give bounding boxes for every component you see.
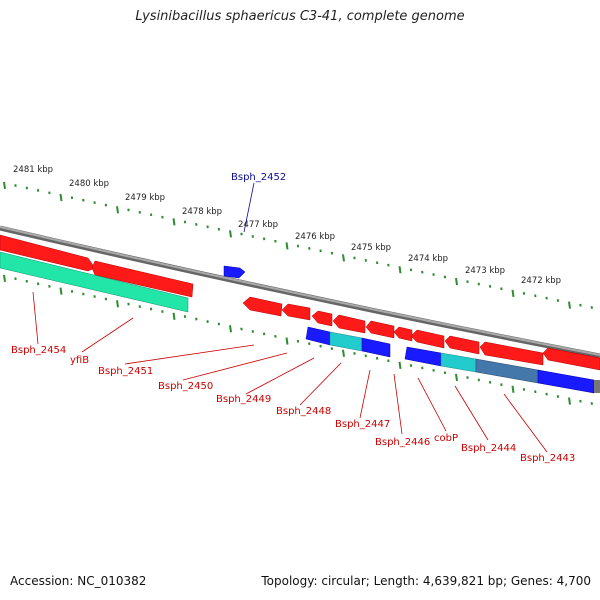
- label-bsph-2449[interactable]: Bsph_2449: [216, 394, 271, 405]
- leader-bsph-2450: [182, 352, 288, 381]
- gene-bsph-2451[interactable]: [242, 296, 283, 317]
- label-yfib[interactable]: yfiB: [70, 355, 89, 366]
- inner-tick-ring: [3, 274, 593, 405]
- gene-bsph-2454[interactable]: [0, 234, 96, 272]
- gene-bsph-2450[interactable]: [281, 303, 311, 321]
- backbone-line: [0, 225, 600, 359]
- topology-text: Topology: circular; Length: 4,639,821 bp…: [261, 574, 591, 588]
- major-tick: [285, 337, 289, 345]
- kbp-label: 2481 kbp: [13, 165, 53, 175]
- major-tick: [116, 300, 119, 308]
- major-tick: [398, 361, 402, 370]
- major-tick: [342, 349, 345, 357]
- map-title: Lysinibacillus sphaericus C3-41, complet…: [135, 9, 465, 24]
- major-tick: [229, 325, 232, 333]
- label-bsph-2446[interactable]: Bsph_2446: [375, 437, 430, 448]
- major-tick: [568, 397, 571, 405]
- kbp-label: 2479 kbp: [125, 193, 165, 203]
- rna-gene-3[interactable]: [361, 337, 391, 358]
- gene-cobp[interactable]: [410, 329, 445, 349]
- kbp-label: 2472 kbp: [521, 276, 561, 286]
- label-bsph-2452[interactable]: Bsph_2452: [231, 172, 286, 183]
- label-bsph-2447[interactable]: Bsph_2447: [335, 419, 390, 430]
- gene-bsph-2448[interactable]: [332, 314, 366, 334]
- gene-right-edge[interactable]: [542, 347, 600, 371]
- leader-bsph-2446: [393, 373, 403, 435]
- major-tick: [172, 312, 176, 320]
- gene-bsph-2452[interactable]: [223, 265, 246, 279]
- leader-lines: [32, 182, 548, 453]
- major-tick: [116, 206, 119, 214]
- kbp-label: 2476 kbp: [295, 232, 335, 242]
- reverse-genes: [0, 234, 600, 394]
- label-bsph-2444[interactable]: Bsph_2444: [461, 443, 516, 454]
- label-bsph-2454[interactable]: Bsph_2454: [11, 345, 66, 356]
- leader-bsph-2449: [245, 357, 315, 395]
- rna-gene-7[interactable]: [537, 369, 595, 394]
- gene-yfib[interactable]: [91, 260, 194, 298]
- major-tick: [59, 193, 63, 202]
- kbp-label: 2475 kbp: [351, 243, 391, 253]
- gene-bsph-2447[interactable]: [365, 320, 395, 339]
- major-tick: [398, 266, 402, 274]
- label-bsph-2448[interactable]: Bsph_2448: [276, 406, 331, 417]
- rna-gene-5[interactable]: [440, 352, 477, 373]
- leader-yfib: [81, 317, 134, 353]
- rna-gene-1[interactable]: [305, 326, 331, 346]
- major-tick: [3, 181, 6, 190]
- rna-gene-8[interactable]: [594, 380, 600, 393]
- gene-bsph-2444[interactable]: [444, 335, 480, 355]
- kbp-label: 2477 kbp: [238, 220, 278, 230]
- major-tick: [511, 385, 515, 393]
- leader-bsph-2452: [243, 182, 255, 233]
- rna-gene-2[interactable]: [329, 331, 363, 352]
- gene-labels: Bsph_2452 Bsph_2454 yfiB Bsph_2451 Bsph_…: [11, 172, 575, 464]
- gene-bsph-2443[interactable]: [479, 341, 544, 366]
- major-tick: [172, 218, 176, 226]
- leader-bsph-2443: [503, 393, 548, 453]
- outer-tick-ring: [3, 181, 593, 309]
- kbp-label: 2474 kbp: [408, 254, 448, 264]
- major-tick: [59, 287, 63, 295]
- major-tick: [455, 277, 458, 286]
- leader-cobp: [417, 377, 447, 432]
- leader-bsph-2444: [454, 385, 489, 441]
- kbp-label: 2473 kbp: [465, 266, 505, 276]
- accession-text: Accession: NC_010382: [10, 574, 147, 588]
- gene-bsph-2446[interactable]: [393, 326, 413, 342]
- leader-bsph-2447: [359, 369, 371, 419]
- label-bsph-2451[interactable]: Bsph_2451: [98, 366, 153, 377]
- major-tick: [568, 301, 571, 309]
- forward-genes: [223, 265, 246, 279]
- major-tick: [455, 373, 458, 382]
- major-tick: [229, 230, 232, 238]
- major-tick: [3, 274, 6, 283]
- label-cobp[interactable]: cobP: [434, 433, 458, 444]
- rna-gene-4[interactable]: [404, 346, 442, 367]
- leader-bsph-2454: [32, 291, 39, 345]
- major-tick: [511, 289, 515, 297]
- major-tick: [285, 242, 289, 250]
- major-tick: [342, 254, 345, 262]
- label-bsph-2443[interactable]: Bsph_2443: [520, 453, 575, 464]
- leader-bsph-2451: [124, 344, 255, 365]
- leader-bsph-2448: [299, 362, 342, 406]
- gene-bsph-2449[interactable]: [311, 310, 333, 327]
- label-bsph-2450[interactable]: Bsph_2450: [158, 381, 213, 392]
- kbp-label: 2478 kbp: [182, 207, 222, 217]
- kbp-labels: 2481 kbp 2480 kbp 2479 kbp 2478 kbp 2477…: [13, 165, 561, 286]
- gene-pseudo-band[interactable]: [0, 251, 189, 313]
- kbp-label: 2480 kbp: [69, 179, 109, 189]
